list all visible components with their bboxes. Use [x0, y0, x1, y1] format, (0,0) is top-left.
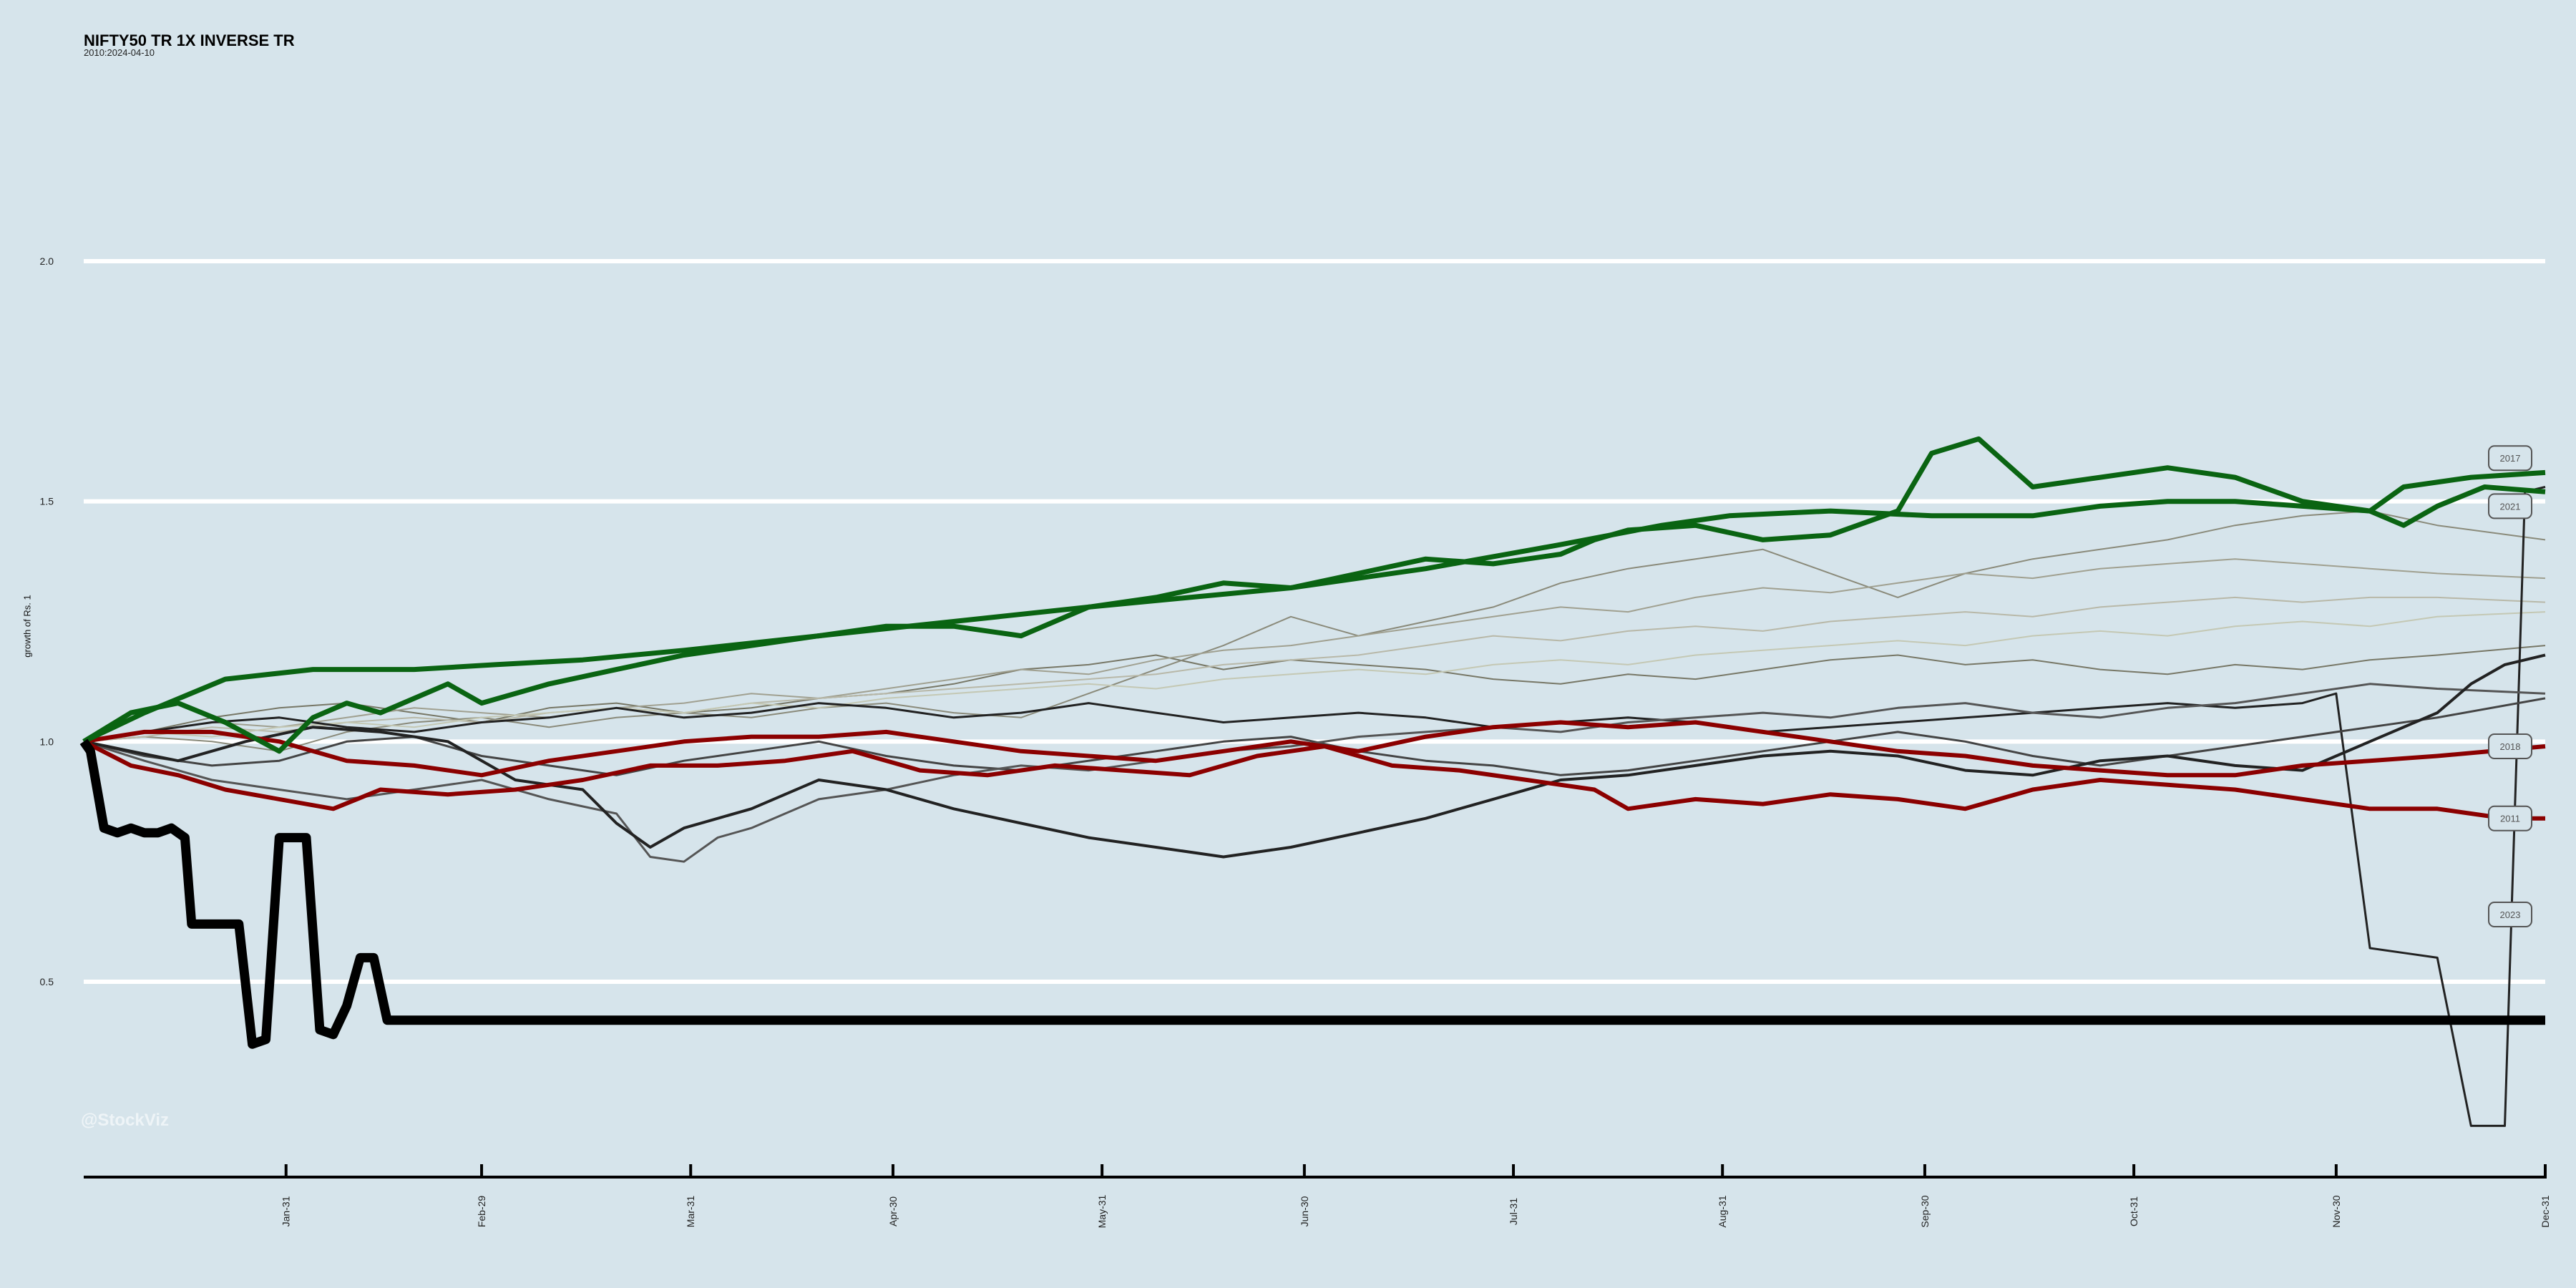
- x-tick-label: Jun-30: [1299, 1196, 1310, 1226]
- series-line-2010: [79, 738, 2545, 1049]
- chart-subtitle: 2010:2024-04-10: [84, 47, 155, 58]
- end-label-2018: 2018: [2500, 741, 2521, 752]
- chart-title: NIFTY50 TR 1X INVERSE TR: [84, 31, 295, 49]
- y-tick-label: 1.0: [40, 736, 54, 747]
- end-label-2011: 2011: [2500, 814, 2520, 824]
- end-labels: 2017 2021 2018 2011 2023: [2488, 445, 2532, 928]
- end-label-box: [2488, 902, 2532, 928]
- end-label-2021: 2021: [2500, 501, 2521, 512]
- y-axis: 0.5 1.0 1.5 2.0: [40, 255, 54, 987]
- x-tick-label: Dec-31: [2540, 1195, 2551, 1227]
- series-line-2018: [83, 720, 2546, 778]
- end-label-box: [2488, 733, 2532, 760]
- x-tick-label: Feb-29: [476, 1196, 487, 1228]
- series-line-2011: [82, 739, 2545, 821]
- x-tick-label: Aug-31: [1717, 1195, 1728, 1227]
- end-label-box: [2488, 445, 2532, 472]
- series-line-2023: [83, 611, 2546, 743]
- series-line-2013: [83, 558, 2546, 743]
- x-tick-label: Apr-30: [887, 1196, 899, 1226]
- series-line-2021: [82, 436, 2546, 754]
- y-tick-label: 0.5: [40, 976, 54, 987]
- gridlines: [84, 259, 2545, 984]
- x-tick-label: Mar-31: [685, 1196, 696, 1228]
- y-tick-label: 1.5: [40, 496, 54, 507]
- series-line-2017: [82, 484, 2546, 744]
- watermark: @StockViz: [81, 1111, 169, 1130]
- series-line-2020: [83, 653, 2546, 859]
- x-tick-label: Nov-30: [2331, 1195, 2342, 1227]
- x-tick-label: Sep-30: [1919, 1195, 1931, 1227]
- y-tick-label: 2.0: [40, 255, 54, 267]
- end-label-box: [2488, 493, 2532, 519]
- x-tick-label: Oct-31: [2128, 1196, 2140, 1226]
- x-tick-label: May-31: [1096, 1194, 1108, 1228]
- y-axis-label: growth of Rs. 1: [21, 595, 33, 658]
- x-tick-label: Jan-31: [280, 1196, 292, 1226]
- series-lines: [79, 436, 2546, 1127]
- end-label-box: [2488, 805, 2532, 831]
- x-axis: Jan-31 Feb-29 Mar-31 Apr-30 May-31 Jun-30 Jul-…: [84, 1164, 2551, 1228]
- end-label-2017: 2017: [2500, 453, 2521, 464]
- x-tick-label: Jul-31: [1508, 1198, 1519, 1225]
- series-line-2014: [83, 697, 2546, 776]
- end-label-2023: 2023: [2500, 909, 2521, 920]
